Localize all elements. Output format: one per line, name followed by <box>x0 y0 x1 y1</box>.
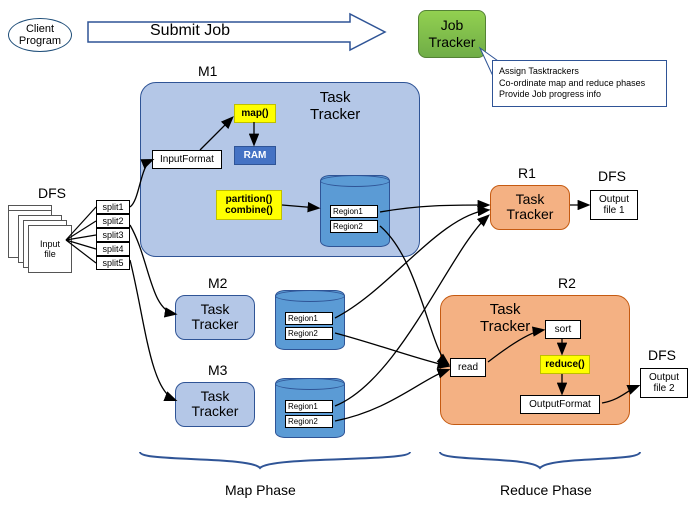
split3: split3 <box>96 228 130 242</box>
input-file-label: Input file <box>28 239 72 259</box>
m3-tasktracker: Task Tracker <box>175 382 255 427</box>
r1-tasktracker: Task Tracker <box>490 185 570 230</box>
callout-l3: Provide Job progress info <box>499 89 660 101</box>
split5: split5 <box>96 256 130 270</box>
r2-label: R2 <box>558 275 576 291</box>
reduce-phase-label: Reduce Phase <box>500 482 592 498</box>
m1-tasktracker-label: Task Tracker <box>310 90 360 123</box>
m2-region2: Region2 <box>285 327 333 340</box>
split4: split4 <box>96 242 130 256</box>
m3-region2: Region2 <box>285 415 333 428</box>
callout-l1: Assign Tasktrackers <box>499 66 660 78</box>
r2-tasktracker-label: Task Tracker <box>480 302 530 335</box>
reduce-box: reduce() <box>540 355 590 374</box>
jobtracker-label: Job Tracker <box>429 17 476 50</box>
client-program-node: Client Program <box>8 18 72 52</box>
jobtracker-node: Job Tracker <box>418 10 486 58</box>
m1-region1: Region1 <box>330 205 378 218</box>
input-file-stack: Input file <box>8 205 80 277</box>
partition-combine-box: partition() combine() <box>216 190 282 220</box>
outfile1-box: Output file 1 <box>590 190 638 220</box>
m2-label: M2 <box>208 275 227 291</box>
split1: split1 <box>96 200 130 214</box>
m2-region1: Region1 <box>285 312 333 325</box>
m2-tasktracker: Task Tracker <box>175 295 255 340</box>
splits-group: split1 split2 split3 split4 split5 <box>96 200 130 270</box>
m3-label: M3 <box>208 362 227 378</box>
map-box: map() <box>234 104 276 123</box>
jobtracker-callout: Assign Tasktrackers Co-ordinate map and … <box>492 60 667 107</box>
dfs-r2-label: DFS <box>648 347 676 363</box>
map-phase-label: Map Phase <box>225 482 296 498</box>
client-label: Client Program <box>19 23 61 47</box>
outfile2-box: Output file 2 <box>640 368 688 398</box>
dfs-r1-label: DFS <box>598 168 626 184</box>
inputformat-box: InputFormat <box>152 150 222 169</box>
r1-label: R1 <box>518 165 536 181</box>
split2: split2 <box>96 214 130 228</box>
m1-region2: Region2 <box>330 220 378 233</box>
outputformat-box: OutputFormat <box>520 395 600 414</box>
callout-l2: Co-ordinate map and reduce phases <box>499 78 660 90</box>
sort-box: sort <box>545 320 581 339</box>
read-box: read <box>450 358 486 377</box>
m3-region1: Region1 <box>285 400 333 413</box>
ram-box: RAM <box>234 146 276 165</box>
m1-label: M1 <box>198 63 217 79</box>
submit-job-label: Submit Job <box>150 22 230 40</box>
dfs-left-label: DFS <box>38 185 66 201</box>
